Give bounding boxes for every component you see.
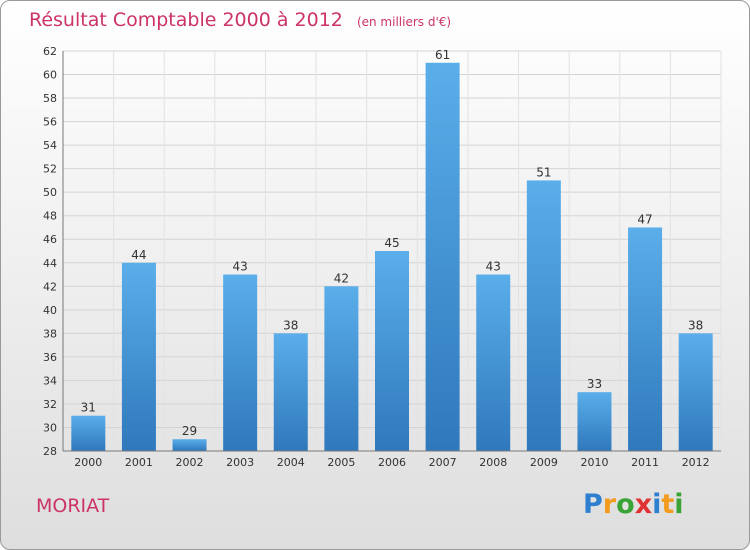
brand-letter: i [652, 489, 662, 520]
y-tick-label: 40 [43, 304, 57, 317]
bar-2005 [324, 286, 359, 451]
y-tick-label: 60 [43, 69, 57, 82]
value-label-2010: 33 [587, 377, 602, 391]
chart-title-text: Résultat Comptable 2000 à 2012 [29, 9, 343, 31]
x-tick-label: 2005 [327, 456, 355, 469]
brand-letter: P [583, 489, 603, 520]
brand-letter: t [661, 489, 675, 520]
bar-2002 [172, 439, 207, 451]
bar-2012 [678, 333, 713, 451]
y-tick-label: 30 [43, 421, 57, 434]
y-tick-label: 52 [43, 163, 57, 176]
bar-2000 [71, 415, 106, 451]
x-tick-label: 2009 [530, 456, 558, 469]
y-tick-label: 46 [43, 233, 57, 246]
bar-2009 [526, 180, 561, 452]
value-label-2009: 51 [536, 165, 551, 179]
x-tick-label: 2007 [429, 456, 457, 469]
y-tick-label: 38 [43, 327, 57, 340]
y-tick-label: 44 [43, 257, 57, 270]
brand-letter: o [616, 489, 635, 520]
y-tick-label: 28 [43, 445, 57, 458]
y-tick-label: 54 [43, 139, 57, 152]
y-tick-label: 42 [43, 280, 57, 293]
y-tick-label: 56 [43, 116, 57, 129]
value-label-2012: 38 [688, 318, 703, 332]
y-tick-label: 50 [43, 186, 57, 199]
brand-letter: r [602, 489, 617, 520]
chart-subtitle: (en milliers d'€) [356, 15, 452, 29]
value-label-2008: 43 [486, 260, 501, 274]
bar-2010 [577, 392, 612, 451]
x-tick-label: 2011 [631, 456, 659, 469]
x-tick-label: 2001 [125, 456, 153, 469]
value-label-2000: 31 [81, 401, 96, 415]
bar-2011 [628, 227, 663, 451]
bar-2004 [273, 333, 308, 451]
value-label-2003: 43 [233, 260, 248, 274]
value-label-2007: 61 [435, 48, 450, 62]
x-tick-label: 2008 [479, 456, 507, 469]
value-label-2001: 44 [131, 248, 146, 262]
commune-name: MORIAT [36, 495, 110, 517]
bar-2003 [223, 274, 258, 451]
y-tick-label: 36 [43, 351, 57, 364]
brand-letter: i [674, 489, 684, 520]
value-label-2011: 47 [637, 212, 652, 226]
x-tick-label: 2010 [580, 456, 608, 469]
value-label-2002: 29 [182, 424, 197, 438]
brand-letter: x [634, 489, 653, 520]
x-tick-label: 2000 [74, 456, 102, 469]
chart-title: Résultat Comptable 2000 à 2012 (en milli… [29, 9, 451, 31]
y-tick-label: 32 [43, 398, 57, 411]
bar-2006 [375, 251, 409, 451]
y-tick-label: 58 [43, 92, 57, 105]
y-tick-label: 48 [43, 210, 57, 223]
value-label-2004: 38 [283, 318, 298, 332]
x-tick-label: 2004 [277, 456, 305, 469]
y-tick-label: 34 [43, 374, 57, 387]
x-tick-label: 2003 [226, 456, 254, 469]
value-label-2006: 45 [384, 236, 399, 250]
x-tick-label: 2012 [682, 456, 710, 469]
x-tick-label: 2002 [176, 456, 204, 469]
bar-2007 [425, 62, 460, 451]
bar-2001 [121, 262, 156, 451]
y-tick-label: 62 [43, 45, 57, 58]
bar-2008 [476, 274, 511, 451]
value-label-2005: 42 [334, 271, 349, 285]
x-tick-label: 2006 [378, 456, 406, 469]
proxiti-logo: Proxiti [583, 489, 684, 520]
